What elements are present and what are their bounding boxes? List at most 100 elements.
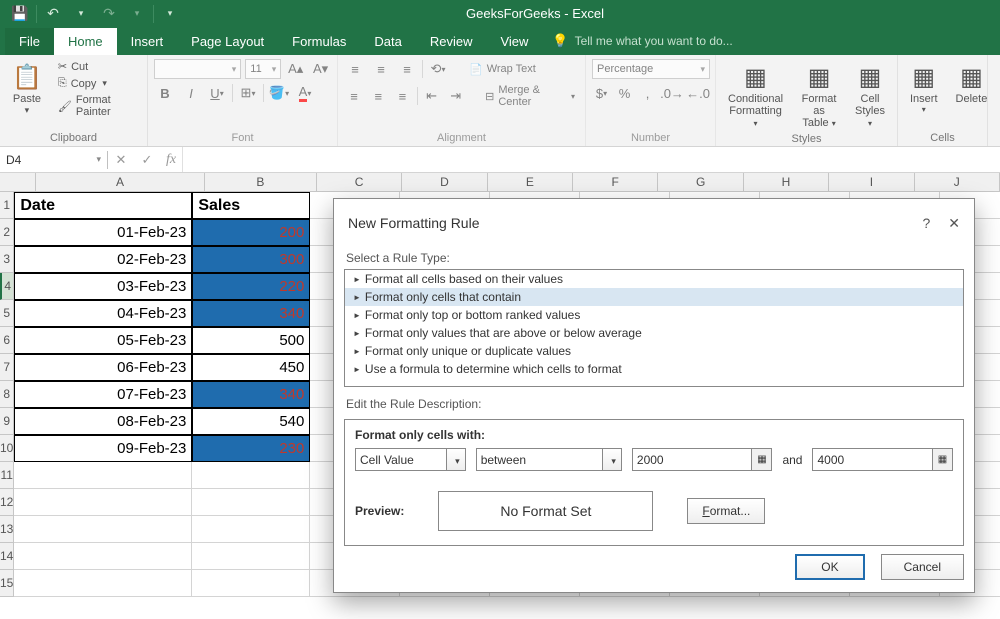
colhead-d[interactable]: D bbox=[402, 173, 487, 191]
format-painter-button[interactable]: 🖌Format Painter bbox=[54, 93, 141, 119]
cell-B13[interactable] bbox=[192, 516, 310, 543]
colhead-j[interactable]: J bbox=[915, 173, 1000, 191]
cell-A7[interactable]: 06-Feb-23 bbox=[14, 354, 192, 381]
cell-A2[interactable]: 01-Feb-23 bbox=[14, 219, 192, 246]
cell-A6[interactable]: 05-Feb-23 bbox=[14, 327, 192, 354]
fill-color-icon[interactable]: 🪣▾ bbox=[268, 83, 290, 103]
cell-A1[interactable]: Date bbox=[14, 192, 192, 219]
close-icon[interactable]: ✕ bbox=[948, 215, 960, 232]
conditional-formatting-button[interactable]: ▦ ConditionalFormatting ▾ bbox=[722, 59, 789, 131]
format-as-table-button[interactable]: ▦ Format asTable ▾ bbox=[795, 59, 843, 131]
cell-A13[interactable] bbox=[14, 516, 192, 543]
rowhead-7[interactable]: 7 bbox=[0, 354, 14, 381]
number-format-select[interactable]: Percentage bbox=[592, 59, 710, 79]
cell-B7[interactable]: 450 bbox=[192, 354, 310, 381]
orientation-icon[interactable]: ⟲▾ bbox=[427, 59, 449, 79]
align-top-icon[interactable]: ≡ bbox=[344, 59, 366, 79]
rowhead-14[interactable]: 14 bbox=[0, 543, 14, 570]
rowhead-2[interactable]: 2 bbox=[0, 219, 14, 246]
merge-center-button[interactable]: ⊟Merge & Center▾ bbox=[481, 83, 579, 109]
range-picker-icon[interactable]: ▦ bbox=[932, 449, 952, 470]
rowhead-1[interactable]: 1 bbox=[0, 192, 14, 219]
colhead-b[interactable]: B bbox=[205, 173, 317, 191]
formula-input[interactable] bbox=[182, 147, 1000, 172]
font-size-select[interactable]: 11 bbox=[245, 59, 281, 79]
range-picker-icon[interactable]: ▦ bbox=[751, 449, 771, 470]
rule-type-item[interactable]: Use a formula to determine which cells t… bbox=[345, 360, 963, 378]
qat-customize-icon[interactable]: ▾ bbox=[158, 4, 182, 24]
align-bottom-icon[interactable]: ≡ bbox=[396, 59, 418, 79]
colhead-c[interactable]: C bbox=[317, 173, 402, 191]
rowhead-6[interactable]: 6 bbox=[0, 327, 14, 354]
tab-review[interactable]: Review bbox=[416, 28, 487, 55]
rule-type-item[interactable]: Format only unique or duplicate values bbox=[345, 342, 963, 360]
tab-page-layout[interactable]: Page Layout bbox=[177, 28, 278, 55]
cell-B12[interactable] bbox=[192, 489, 310, 516]
cell-B4[interactable]: 220 bbox=[192, 273, 310, 300]
rowhead-15[interactable]: 15 bbox=[0, 570, 14, 597]
rowhead-10[interactable]: 10 bbox=[0, 435, 14, 462]
cell-A10[interactable]: 09-Feb-23 bbox=[14, 435, 192, 462]
rowhead-12[interactable]: 12 bbox=[0, 489, 14, 516]
cell-A14[interactable] bbox=[14, 543, 192, 570]
align-right-icon[interactable]: ≡ bbox=[392, 86, 412, 106]
cell-A3[interactable]: 02-Feb-23 bbox=[14, 246, 192, 273]
format-button[interactable]: Format... bbox=[687, 498, 765, 524]
wrap-text-button[interactable]: 📄Wrap Text bbox=[465, 62, 540, 77]
increase-font-icon[interactable]: A▴ bbox=[285, 59, 306, 79]
rule-type-item[interactable]: Format all cells based on their values bbox=[345, 270, 963, 288]
comma-icon[interactable]: , bbox=[638, 83, 657, 103]
cell-B2[interactable]: 200 bbox=[192, 219, 310, 246]
cell-A8[interactable]: 07-Feb-23 bbox=[14, 381, 192, 408]
increase-decimal-icon[interactable]: .0→ bbox=[661, 83, 683, 103]
cell-B10[interactable]: 230 bbox=[192, 435, 310, 462]
condition-operator-select[interactable]: between▾ bbox=[476, 448, 622, 471]
cell-A11[interactable] bbox=[14, 462, 192, 489]
select-all-corner[interactable] bbox=[0, 173, 36, 192]
accounting-icon[interactable]: $▾ bbox=[592, 83, 611, 103]
colhead-f[interactable]: F bbox=[573, 173, 658, 191]
percent-icon[interactable]: % bbox=[615, 83, 634, 103]
decrease-font-icon[interactable]: A▾ bbox=[310, 59, 331, 79]
align-middle-icon[interactable]: ≡ bbox=[370, 59, 392, 79]
rule-type-item[interactable]: Format only top or bottom ranked values bbox=[345, 306, 963, 324]
paste-button[interactable]: 📋 Paste ▾ bbox=[6, 59, 48, 130]
cell-B8[interactable]: 340 bbox=[192, 381, 310, 408]
tell-me-search[interactable]: 💡 Tell me what you want to do... bbox=[542, 27, 742, 55]
bold-icon[interactable]: B bbox=[154, 83, 176, 103]
cell-B14[interactable] bbox=[192, 543, 310, 570]
align-left-icon[interactable]: ≡ bbox=[344, 86, 364, 106]
tab-insert[interactable]: Insert bbox=[117, 28, 178, 55]
ok-button[interactable]: OK bbox=[795, 554, 864, 580]
name-box[interactable]: D4 bbox=[0, 151, 108, 169]
colhead-e[interactable]: E bbox=[488, 173, 573, 191]
condition-value1-input[interactable]: 2000▦ bbox=[632, 448, 773, 471]
insert-cells-button[interactable]: ▦ Insert ▾ bbox=[904, 59, 944, 130]
copy-button[interactable]: ⎘Copy▾ bbox=[54, 76, 141, 91]
cell-B15[interactable] bbox=[192, 570, 310, 597]
font-family-select[interactable] bbox=[154, 59, 241, 79]
rule-type-item[interactable]: Format only values that are above or bel… bbox=[345, 324, 963, 342]
decrease-indent-icon[interactable]: ⇤ bbox=[421, 86, 441, 106]
cell-B9[interactable]: 540 bbox=[192, 408, 310, 435]
tab-view[interactable]: View bbox=[486, 28, 542, 55]
undo-dropdown-icon[interactable]: ▾ bbox=[69, 4, 93, 24]
increase-indent-icon[interactable]: ⇥ bbox=[446, 86, 466, 106]
borders-icon[interactable]: ⊞▾ bbox=[237, 83, 259, 103]
cell-styles-button[interactable]: ▦ CellStyles ▾ bbox=[849, 59, 891, 131]
rule-type-item[interactable]: Format only cells that contain bbox=[345, 288, 963, 306]
rowhead-11[interactable]: 11 bbox=[0, 462, 14, 489]
rowhead-3[interactable]: 3 bbox=[0, 246, 14, 273]
cell-B3[interactable]: 300 bbox=[192, 246, 310, 273]
rowhead-13[interactable]: 13 bbox=[0, 516, 14, 543]
colhead-a[interactable]: A bbox=[36, 173, 205, 191]
tab-formulas[interactable]: Formulas bbox=[278, 28, 360, 55]
underline-icon[interactable]: U▾ bbox=[206, 83, 228, 103]
redo-icon[interactable]: ↷ bbox=[97, 4, 121, 24]
font-color-icon[interactable]: A▾ bbox=[294, 83, 316, 103]
rowhead-5[interactable]: 5 bbox=[0, 300, 14, 327]
rowhead-8[interactable]: 8 bbox=[0, 381, 14, 408]
save-icon[interactable]: 💾 bbox=[8, 4, 32, 24]
cell-B1[interactable]: Sales bbox=[192, 192, 310, 219]
rowhead-4[interactable]: 4 bbox=[0, 273, 14, 300]
